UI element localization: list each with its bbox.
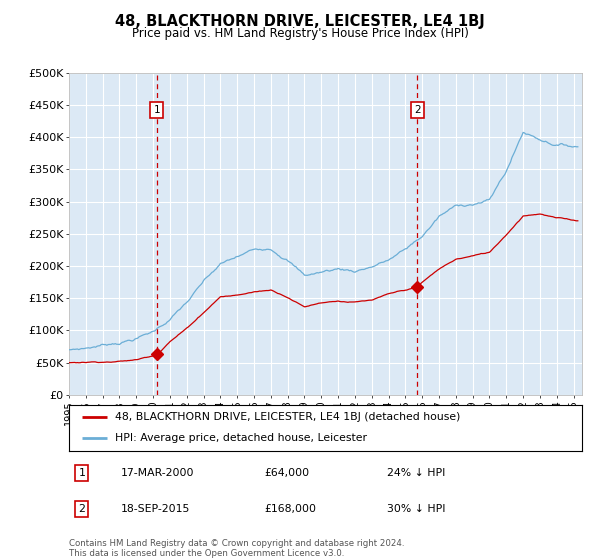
Text: 2: 2 [414, 105, 421, 115]
Text: 18-SEP-2015: 18-SEP-2015 [121, 504, 190, 514]
Text: 1: 1 [154, 105, 160, 115]
Text: 17-MAR-2000: 17-MAR-2000 [121, 468, 194, 478]
Text: 48, BLACKTHORN DRIVE, LEICESTER, LE4 1BJ: 48, BLACKTHORN DRIVE, LEICESTER, LE4 1BJ [115, 14, 485, 29]
Text: 48, BLACKTHORN DRIVE, LEICESTER, LE4 1BJ (detached house): 48, BLACKTHORN DRIVE, LEICESTER, LE4 1BJ… [115, 412, 461, 422]
Text: £168,000: £168,000 [264, 504, 316, 514]
Text: HPI: Average price, detached house, Leicester: HPI: Average price, detached house, Leic… [115, 433, 367, 444]
Text: Contains HM Land Registry data © Crown copyright and database right 2024.
This d: Contains HM Land Registry data © Crown c… [69, 539, 404, 558]
Text: 30% ↓ HPI: 30% ↓ HPI [387, 504, 446, 514]
Text: Price paid vs. HM Land Registry's House Price Index (HPI): Price paid vs. HM Land Registry's House … [131, 27, 469, 40]
Text: 1: 1 [79, 468, 85, 478]
Text: £64,000: £64,000 [264, 468, 309, 478]
Text: 24% ↓ HPI: 24% ↓ HPI [387, 468, 445, 478]
Text: 2: 2 [79, 504, 85, 514]
